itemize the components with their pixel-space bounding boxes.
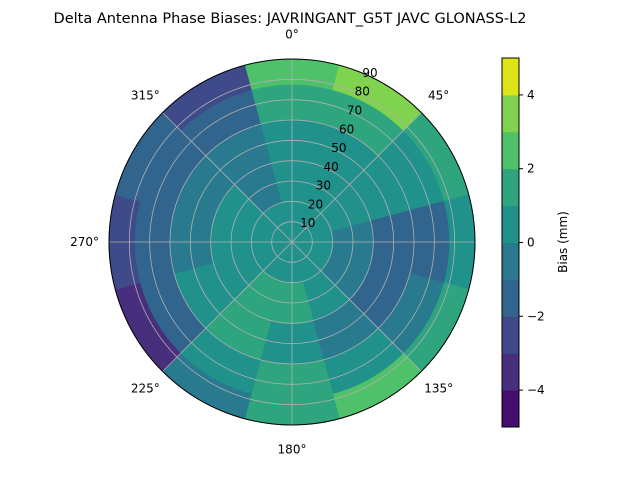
theta-tick-label: 270° [70,235,99,249]
r-tick-label: 80 [355,85,370,99]
r-tick-label: 40 [323,160,338,174]
r-tick-label: 90 [362,66,377,80]
colorbar-segment [502,168,519,207]
colorbar-segment [502,353,519,391]
theta-tick-label: 0° [285,28,299,42]
colorbar-segment [502,131,519,170]
colorbar-segment [502,205,519,243]
theta-gridline [291,241,422,372]
colorbar-tick-label: −4 [527,383,545,397]
colorbar-tick-label: −2 [527,309,545,323]
r-tick-label: 10 [300,216,315,230]
theta-tick-label: 315° [131,88,160,102]
r-tick-label: 20 [308,197,323,211]
theta-tick-label: 135° [424,382,453,396]
theta-gridline [291,112,422,243]
theta-gridline [162,241,293,372]
chart-title: Delta Antenna Phase Biases: JAVRINGANT_G… [54,11,527,27]
colorbar-tick-label: 4 [527,88,535,102]
colorbar-label: Bias (mm) [556,211,570,273]
theta-gridline [162,112,293,243]
plot-border [108,58,476,426]
theta-tick-label: 180° [278,442,307,456]
colorbar-segment [502,58,519,96]
colorbar-segment [502,94,519,133]
r-tick-label: 30 [316,179,331,193]
colorbar-segment [502,279,519,317]
colorbar-segment [502,316,519,354]
colorbar: −4 −2 0 2 4 [482,48,545,437]
r-tick-label: 50 [331,141,346,155]
colorbar-tick-label: 2 [527,162,535,176]
theta-tick-label: 45° [428,88,449,102]
colorbar-segment [502,242,519,280]
polar-grid [108,58,476,426]
r-tick-label: 70 [347,104,362,118]
colorbar-segment [502,390,519,428]
colorbar-tick-label: 0 [527,236,535,250]
theta-tick-label: 225° [131,382,160,396]
r-tick-label: 60 [339,122,354,136]
